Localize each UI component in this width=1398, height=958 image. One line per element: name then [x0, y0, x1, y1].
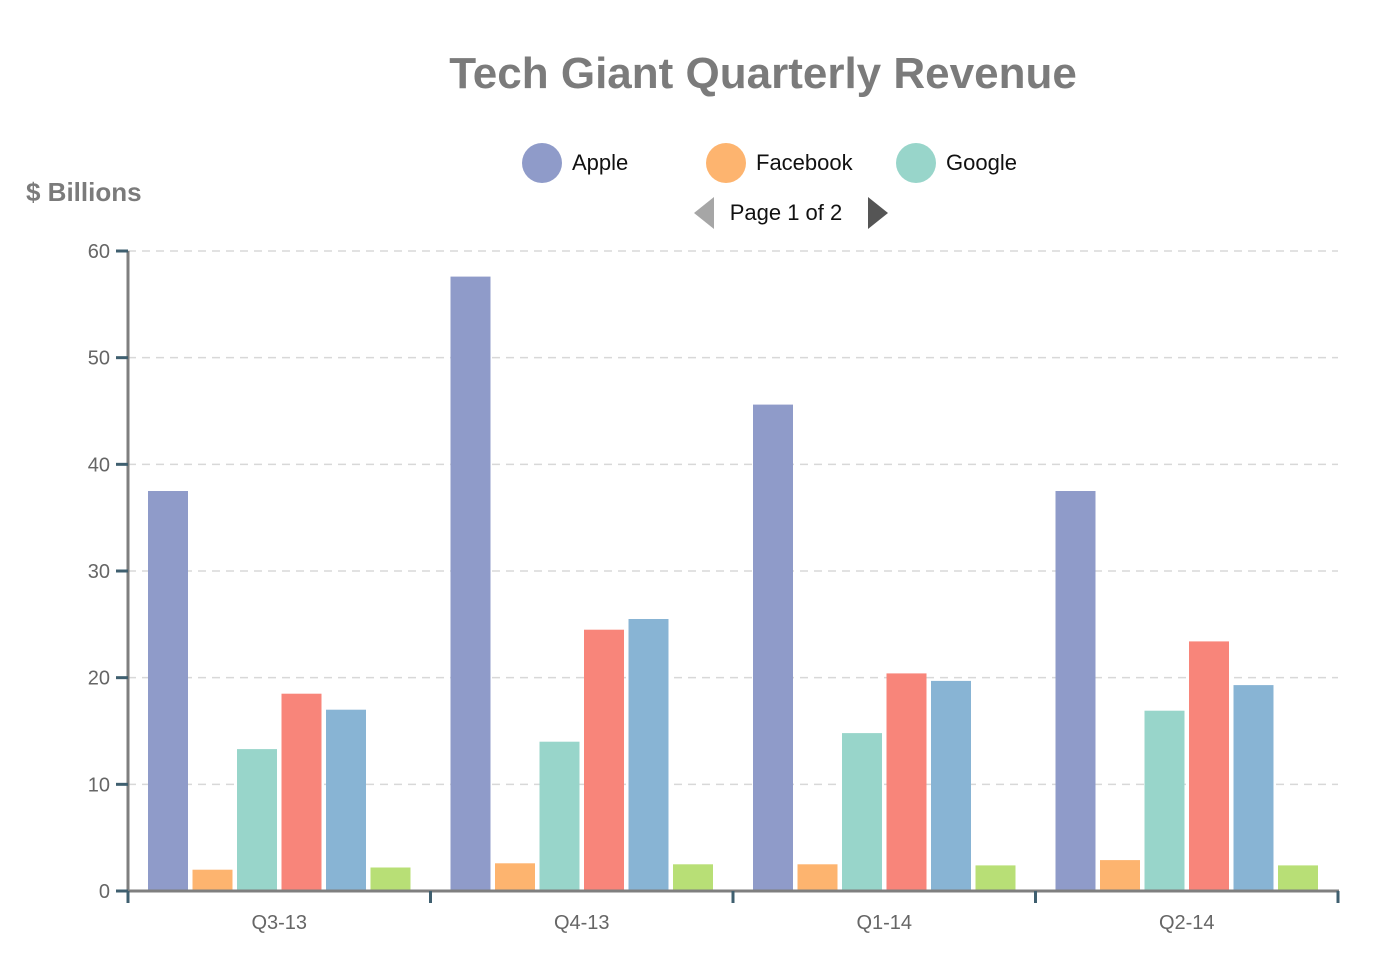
bar: [539, 741, 580, 891]
bar: [673, 864, 713, 891]
pager-prev-icon[interactable]: [694, 197, 714, 229]
legend-swatch: [706, 143, 746, 183]
bar: [148, 491, 188, 891]
bar: [1100, 860, 1140, 891]
bar: [237, 749, 277, 891]
bars: [148, 276, 1318, 892]
x-tick-label: Q2-14: [1159, 912, 1215, 934]
x-tick-label: Q4-13: [554, 912, 610, 934]
bar: [1189, 641, 1229, 891]
pager: Page 1 of 2: [694, 197, 888, 229]
bar: [842, 733, 882, 891]
bar: [1233, 685, 1274, 891]
bar: [370, 867, 411, 891]
chart-title: Tech Giant Quarterly Revenue: [449, 49, 1077, 98]
bar: [886, 673, 927, 891]
y-tick-label: 50: [88, 348, 110, 370]
y-tick-label: 40: [88, 454, 110, 476]
y-tick-label: 0: [99, 881, 110, 903]
y-axis-label: $ Billions: [26, 177, 142, 207]
legend-swatch: [896, 143, 936, 183]
y-tick-label: 30: [88, 561, 110, 583]
x-tick-label: Q1-14: [856, 912, 912, 934]
bar: [931, 680, 971, 891]
bar: [628, 619, 669, 891]
gridlines: [128, 250, 1338, 786]
y-tick-label: 10: [88, 774, 110, 796]
legend: Apple Facebook Google: [522, 143, 1017, 183]
bar: [975, 865, 1016, 891]
x-tick-label: Q3-13: [251, 912, 307, 934]
bar: [584, 629, 624, 891]
y-ticks: 0 10 20 30 40 50 60: [88, 241, 128, 903]
bar: [281, 693, 322, 891]
pager-label: Page 1 of 2: [730, 200, 843, 225]
bar: [1055, 491, 1096, 891]
legend-label[interactable]: Google: [946, 150, 1017, 175]
y-tick-label: 60: [88, 241, 110, 263]
bar: [495, 863, 535, 891]
bar: [753, 404, 793, 891]
legend-label[interactable]: Apple: [572, 150, 628, 175]
legend-swatch: [522, 143, 562, 183]
bar: [797, 864, 838, 891]
bar: [1144, 710, 1185, 891]
pager-next-icon[interactable]: [868, 197, 888, 229]
bar: [326, 709, 366, 891]
legend-label[interactable]: Facebook: [756, 150, 854, 175]
x-ticks: Q3-13 Q4-13 Q1-14 Q2-14: [126, 891, 1340, 934]
bar: [192, 869, 233, 891]
y-tick-label: 20: [88, 668, 110, 690]
bar: [450, 276, 491, 892]
bar: [1278, 865, 1318, 891]
